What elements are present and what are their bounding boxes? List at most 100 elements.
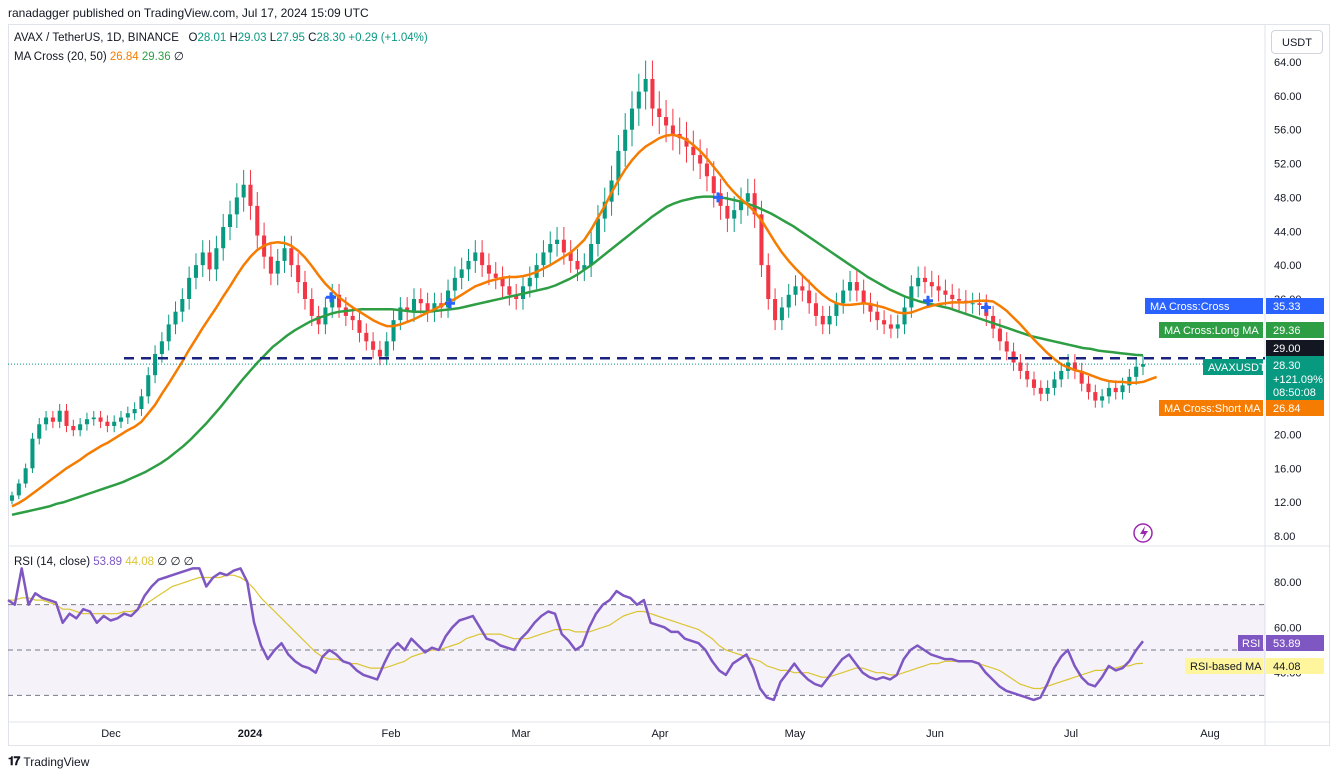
candle-body [84, 419, 89, 425]
candle-body [309, 299, 314, 316]
candle-body [1106, 387, 1111, 397]
candle-body [289, 248, 294, 266]
price-tick-label: 56.00 [1274, 125, 1302, 137]
open-label: O [188, 32, 198, 44]
chart-frame [8, 24, 1330, 746]
candle-body [922, 277, 928, 283]
time-tick-label: Jun [926, 728, 944, 740]
rsi-axis-value: 53.89 [1273, 638, 1301, 650]
footer-brand-name: TradingView [23, 754, 90, 769]
candle-body [159, 341, 164, 355]
candle-body [759, 214, 764, 266]
cross-label-name: MA Cross:Cross [1150, 301, 1230, 313]
candle-body [909, 286, 914, 308]
candle-body [916, 277, 921, 287]
rsi-ma-axis-value: 44.08 [1273, 661, 1301, 673]
rsi-tick-label: 60.00 [1274, 622, 1302, 634]
candle-body [275, 260, 280, 274]
candle-body [936, 286, 941, 291]
candle-body [248, 184, 253, 206]
candle-body [316, 315, 321, 325]
candle-body [473, 252, 478, 261]
candle-body [377, 349, 382, 357]
candle-body [820, 315, 825, 325]
ma-long-line [11, 195, 1144, 517]
candle-body [527, 277, 532, 287]
rsi-ma-name-box [1185, 658, 1263, 674]
published-line: ranadagger published on TradingView.com,… [8, 6, 369, 20]
avax-value-line: +121.09% [1273, 374, 1323, 386]
candle-body [514, 294, 519, 299]
avax-value-box [1266, 356, 1324, 401]
candle-body [636, 91, 641, 109]
candle-body [827, 315, 832, 325]
time-tick-label: Mar [512, 728, 531, 740]
price-tick-label: 12.00 [1274, 497, 1302, 509]
candle-body [766, 265, 771, 299]
ma-cross-marker [981, 302, 991, 313]
close-label: C [308, 32, 317, 44]
candle-body [882, 320, 887, 325]
alert-lightning-icon [1133, 523, 1153, 543]
candle-body [9, 495, 15, 501]
candle-body [711, 176, 716, 194]
candle-body [1052, 379, 1057, 388]
price-tick-label: 8.00 [1274, 531, 1295, 543]
candle-body [657, 108, 662, 118]
candle-body [1113, 387, 1118, 393]
candle-body [582, 265, 587, 270]
candle-body [888, 324, 893, 329]
candle-body [425, 303, 430, 312]
long-ma-label-value: 29.36 [1273, 325, 1301, 337]
candle-body [350, 315, 355, 321]
candle-body [1127, 376, 1132, 386]
candle-body [486, 265, 491, 274]
price-tick-label: 40.00 [1274, 260, 1302, 272]
candle-body [561, 239, 566, 253]
price-tick-label: 60.00 [1274, 91, 1302, 103]
candle-body [595, 218, 600, 244]
avax-name: AVAXUSDT [1208, 362, 1266, 374]
candle-body [166, 324, 171, 342]
candle-body [480, 252, 485, 266]
time-tick-label: Dec [101, 728, 121, 740]
long-ma-label-name: MA Cross:Long MA [1164, 325, 1259, 337]
ma-cross-marker [445, 298, 455, 309]
footer-brand[interactable]: 𝟏𝟕 TradingView [8, 754, 89, 769]
candle-body [834, 303, 839, 316]
candle-body [411, 299, 417, 312]
ma-indicator-name[interactable]: MA Cross (20, 50) [14, 51, 107, 63]
candle-body [786, 294, 791, 308]
candle-body [1004, 341, 1009, 352]
short-ma-label-value: 26.84 [1273, 403, 1301, 415]
candle-body [500, 277, 505, 287]
avax-value-line: 08:50:08 [1273, 387, 1316, 399]
candle-body [1079, 370, 1084, 384]
candle-body [875, 311, 880, 321]
candle-body [704, 163, 709, 177]
candle-body [44, 417, 49, 425]
candle-body [302, 282, 308, 299]
rsi-line [7, 567, 1144, 702]
candle-body [548, 243, 553, 253]
symbol-name[interactable]: AVAX / TetherUS, 1D, BINANCE [14, 32, 179, 44]
rsi-indicator-name[interactable]: RSI (14, close) [14, 556, 91, 568]
candle-body [1093, 392, 1098, 401]
rsi-ma-line [8, 574, 1144, 690]
ma-extra-value: ∅ [173, 51, 184, 63]
candle-body [214, 248, 219, 270]
candle-body [650, 78, 655, 109]
currency-button[interactable]: USDT [1271, 30, 1323, 54]
candle-body [861, 290, 866, 304]
candle-body [1072, 362, 1077, 371]
candle-body [466, 260, 471, 270]
candle-body [1011, 351, 1016, 363]
rsi-value: 53.89 [93, 556, 123, 568]
ma-short-value: 26.84 [109, 51, 139, 63]
rsi-ma-axis-name: RSI-based MA [1190, 661, 1262, 673]
candle-body [16, 483, 21, 496]
low-value: 27.95 [276, 32, 305, 44]
long-ma-label-name-box [1159, 322, 1263, 338]
rsi-extra-values: ∅ ∅ ∅ [157, 556, 194, 568]
